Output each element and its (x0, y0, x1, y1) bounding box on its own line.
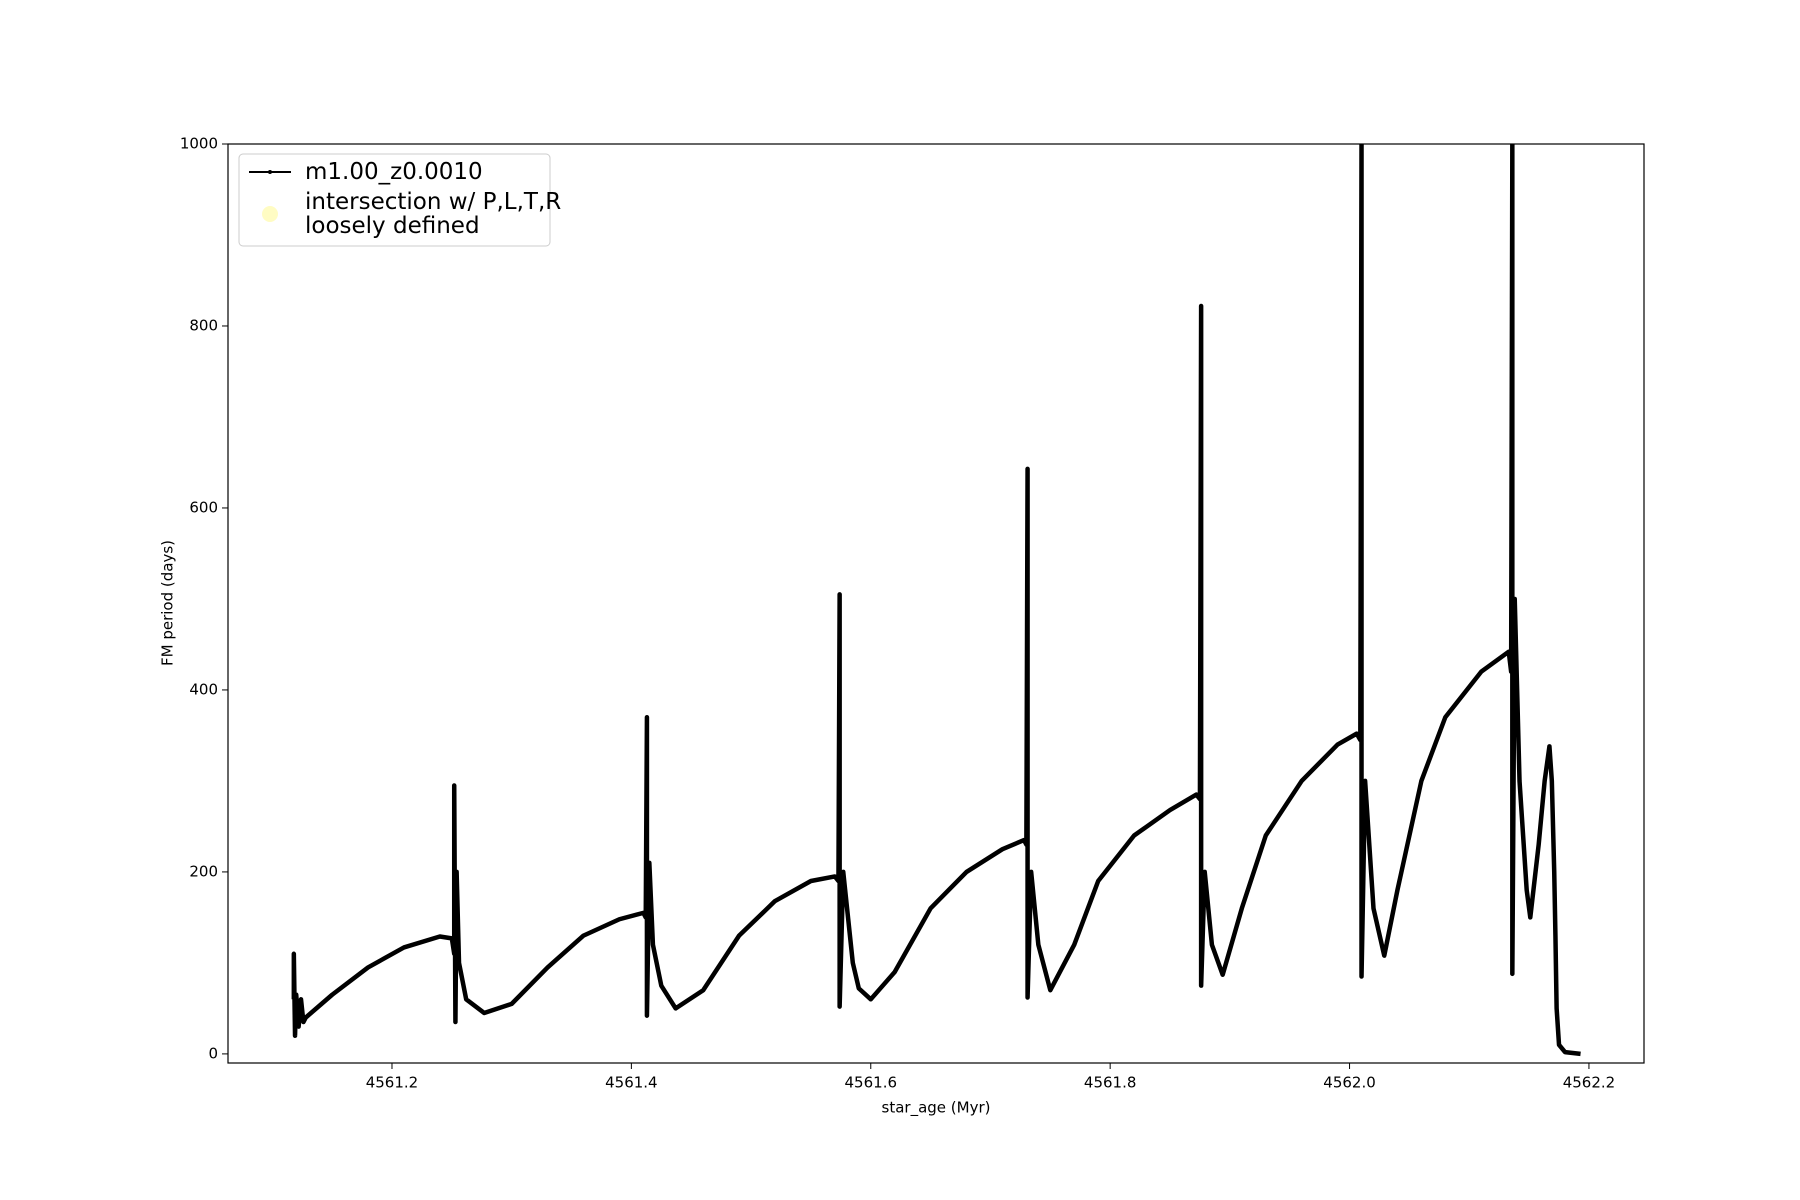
y-tick-label: 400 (189, 680, 218, 698)
legend-label: m1.00_z0.0010 (305, 159, 483, 185)
x-tick-label: 4561.2 (366, 1074, 419, 1092)
y-tick-label: 200 (189, 862, 218, 880)
data-line (291, 144, 1581, 1057)
y-tick-label: 800 (189, 316, 218, 334)
plot-frame (227, 143, 1645, 1064)
y-tick-label: 1000 (180, 135, 218, 153)
x-tick-label: 4562.2 (1563, 1074, 1616, 1092)
x-tick-label: 4561.6 (845, 1074, 898, 1092)
legend-marker (262, 206, 278, 222)
y-tick-label: 600 (189, 498, 218, 516)
x-axis-label: star_age (Myr) (882, 1099, 991, 1118)
y-tick-label: 0 (208, 1044, 218, 1062)
plot-area (291, 144, 1581, 1057)
legend-box (238, 153, 551, 247)
x-tick-label: 4562.0 (1323, 1074, 1376, 1092)
legend-label: intersection w/ P,L,T,R loosely defined (305, 189, 561, 239)
x-tick-label: 4561.4 (605, 1074, 658, 1092)
y-axis-label: FM period (days) (159, 540, 177, 666)
legend-marker (268, 170, 272, 174)
x-tick-label: 4561.8 (1084, 1074, 1137, 1092)
